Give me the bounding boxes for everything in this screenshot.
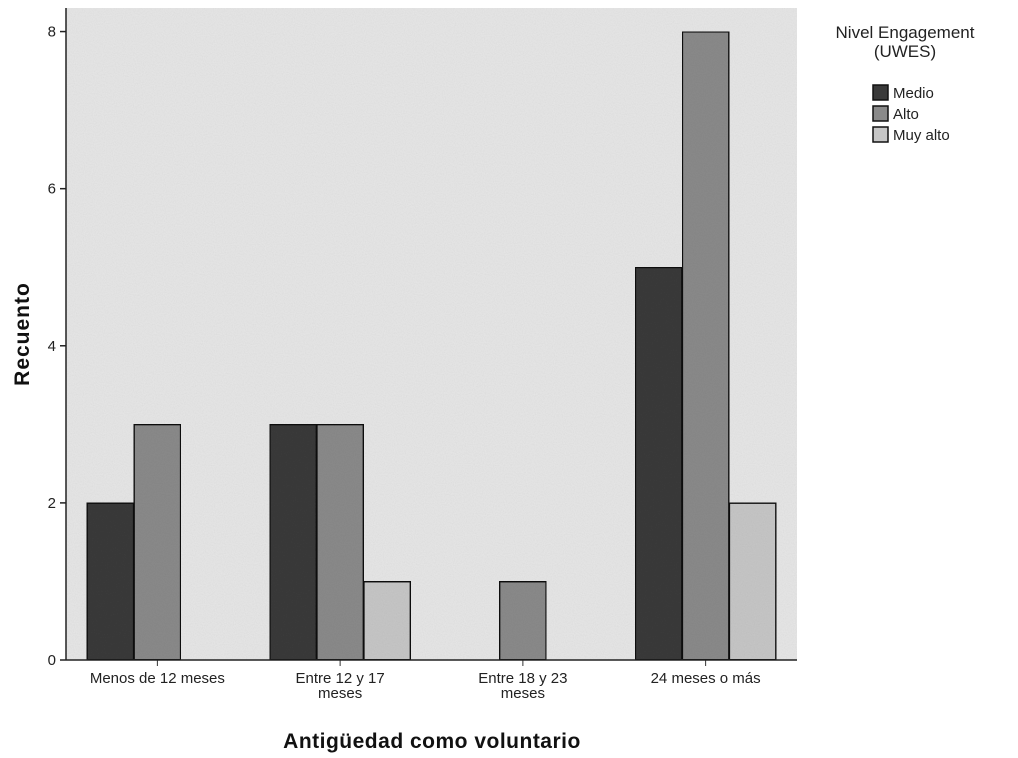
bar-medio-3 (634, 266, 684, 661)
bar-muy-alto-1 (362, 580, 412, 662)
legend-title: (UWES) (874, 42, 936, 61)
x-tick-label: meses (501, 685, 545, 702)
x-tick-label: 24 meses o más (651, 670, 761, 687)
bar-alto-2 (498, 580, 548, 662)
x-tick-label: Entre 12 y 17 (296, 670, 385, 687)
legend-label-alto: Alto (893, 106, 919, 123)
x-tick-label: meses (318, 685, 362, 702)
bars-layer (85, 30, 778, 662)
x-tick-label: Menos de 12 meses (90, 670, 225, 687)
y-tick-label: 4 (48, 338, 56, 355)
bar-alto-0 (132, 423, 182, 661)
legend-title: Nivel Engagement (836, 23, 975, 42)
bar-muy-alto-3 (728, 501, 778, 661)
axes-layer: Menos de 12 meses Entre 12 y 17mesesEntre… (48, 8, 797, 702)
y-tick-label: 6 (48, 181, 56, 198)
y-tick-label: 8 (48, 24, 56, 41)
legend: Nivel Engagement(UWES) Medio Alto Muy alto (836, 23, 975, 144)
y-axis-title: Recuento (11, 282, 34, 386)
legend-label-muy-alto: Muy alto (893, 127, 950, 144)
bar-alto-1 (315, 423, 365, 661)
x-axis-title: Antigüedad como voluntario (283, 730, 581, 753)
x-tick-label: Entre 18 y 23 (478, 670, 567, 687)
legend-swatch-muy-alto (872, 126, 889, 143)
legend-label-medio: Medio (893, 85, 934, 102)
y-tick-label: 2 (48, 495, 56, 512)
bar-medio-0 (85, 501, 135, 661)
bar-alto-3 (681, 30, 731, 661)
y-tick-label: 0 (48, 652, 56, 669)
legend-swatch-alto (872, 105, 889, 122)
bar-medio-1 (268, 423, 318, 661)
legend-swatch-medio (872, 84, 889, 101)
